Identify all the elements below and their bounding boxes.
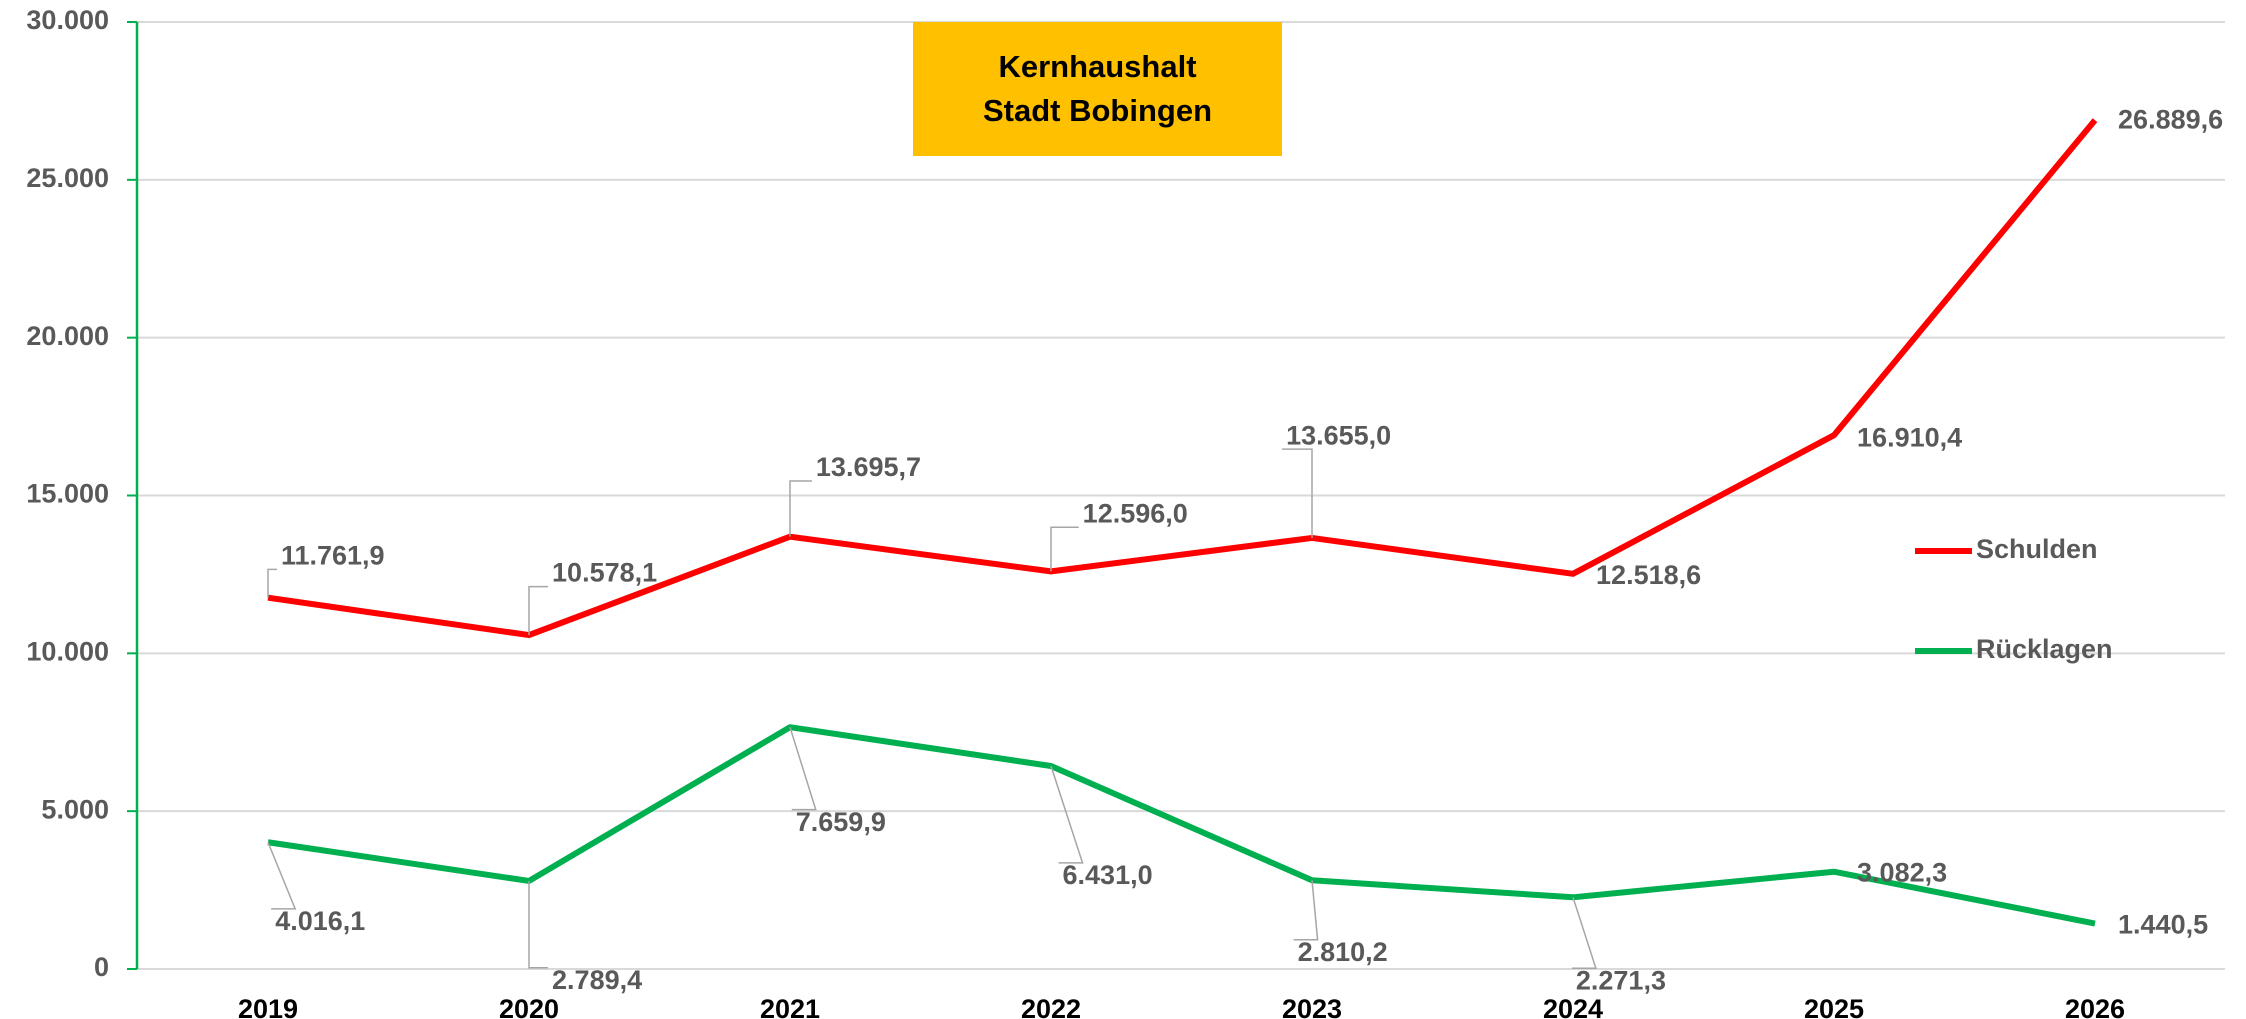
y-tick-label: 10.000: [26, 636, 109, 666]
leader-line: [528, 585, 549, 636]
leader-line: [1050, 526, 1079, 572]
leader-line: [267, 568, 277, 598]
leader-line: [528, 880, 549, 969]
data-label: 4.016,1: [275, 906, 365, 936]
x-tick-label: 2022: [1021, 994, 1081, 1019]
data-label: 3.082,3: [1857, 858, 1947, 888]
data-label: 13.655,0: [1286, 420, 1391, 450]
line-series: [267, 118, 2098, 639]
data-label: 12.518,6: [1596, 560, 1701, 590]
data-label: 10.578,1: [552, 558, 657, 588]
data-label: 11.761,9: [281, 541, 385, 571]
data-label: 2.810,2: [1298, 937, 1388, 967]
x-tick-label: 2024: [1543, 994, 1603, 1019]
x-tick-label: 2021: [760, 994, 820, 1019]
leader-line: [267, 841, 297, 910]
y-tick-label: 20.000: [26, 321, 109, 351]
leader-line: [1050, 765, 1084, 864]
legend-label: Rücklagen: [1976, 634, 2113, 664]
y-tick-label: 15.000: [26, 479, 109, 509]
data-label: 26.889,6: [2118, 105, 2223, 135]
y-tick-label: 0: [94, 952, 109, 982]
x-tick-label: 2020: [499, 994, 559, 1019]
data-label: 7.659,9: [796, 807, 886, 837]
data-label: 16.910,4: [1857, 423, 1962, 453]
x-tick-label: 2026: [2065, 994, 2125, 1019]
data-label: 2.271,3: [1576, 965, 1666, 995]
leader-line: [1282, 448, 1313, 538]
leader-line: [1571, 897, 1597, 970]
leader-line: [789, 726, 817, 811]
leader-line: [1293, 880, 1319, 941]
data-label: 1.440,5: [2118, 910, 2208, 940]
data-label: 12.596,0: [1083, 498, 1188, 528]
y-tick-label: 5.000: [41, 794, 109, 824]
line-series: [267, 724, 2096, 927]
leader-line: [789, 480, 812, 537]
x-tick-label: 2019: [238, 994, 298, 1019]
x-tick-label: 2023: [1282, 994, 1342, 1019]
chart-title: Kernhaushalt Stadt Bobingen: [913, 22, 1282, 156]
y-tick-label: 30.000: [26, 5, 109, 35]
y-tick-label: 25.000: [26, 163, 109, 193]
data-label: 6.431,0: [1063, 860, 1153, 890]
data-label: 13.695,7: [816, 452, 921, 482]
legend-label: Schulden: [1976, 534, 2098, 564]
data-label: 2.789,4: [552, 965, 642, 995]
x-tick-label: 2025: [1804, 994, 1864, 1019]
